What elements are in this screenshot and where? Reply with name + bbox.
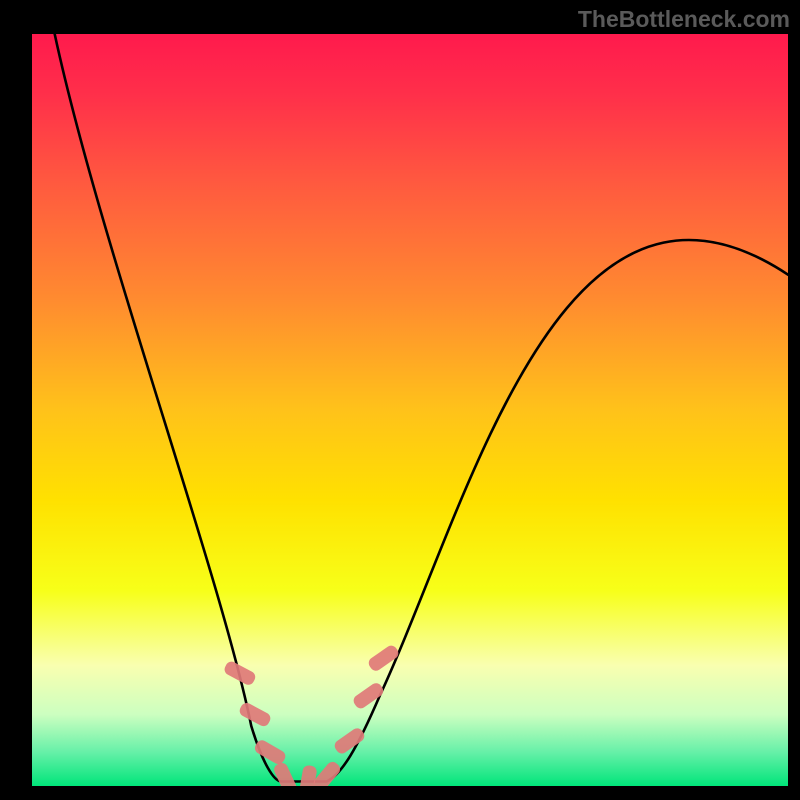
plot-area bbox=[32, 34, 788, 786]
watermark-label: TheBottleneck.com bbox=[578, 6, 790, 33]
gradient-background bbox=[32, 34, 788, 786]
